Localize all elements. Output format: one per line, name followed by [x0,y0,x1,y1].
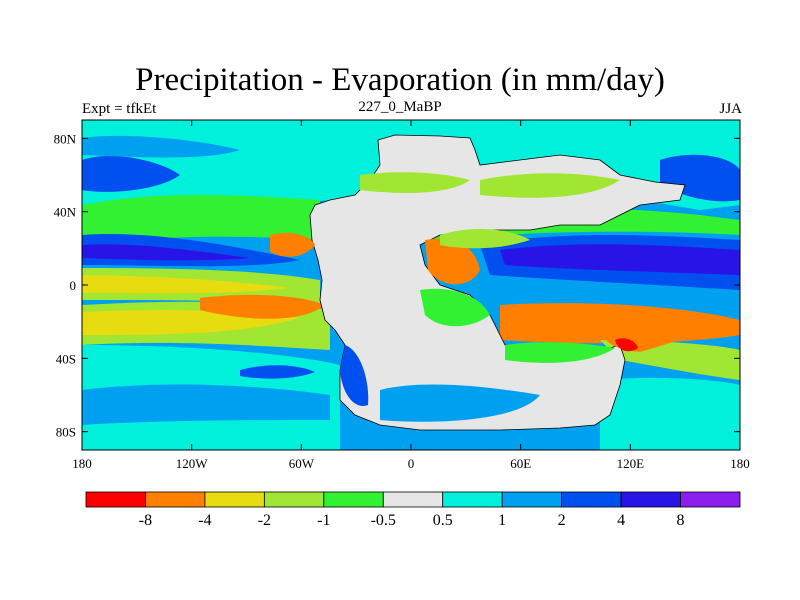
land-blue-south [340,345,369,406]
experiment-label: Expt = tfkEt [82,101,157,117]
green-band-north [82,195,320,245]
colorbar-label: 1 [498,512,506,529]
land-green-south [420,288,490,327]
period-label: 227_0_MaBP [358,99,442,115]
colorbar-swatch [620,491,681,508]
south-indian-orange [500,303,740,344]
land-green-central [440,228,530,249]
colorbar-swatch [442,491,503,508]
map-frame: 180 120W 60W 0 60E 120E 180 80N 40N 0 40S 80S [54,119,750,471]
colorbar-swatch [382,491,444,508]
tethys-indigo [540,246,590,264]
lat-tick-label: 40S [56,351,76,366]
colorbar-swatch [263,491,325,508]
south-pacific-orange [200,294,325,319]
colorbar-swatch [561,491,622,508]
colorbar-label: 8 [677,512,685,529]
lon-tick-label: 60W [289,456,315,471]
lon-tick-label: 60E [510,456,531,471]
colorbar-swatch [145,491,206,508]
lat-tick-label: 40N [54,205,77,220]
lon-tick-label: 180 [72,456,92,471]
south-blue-patch [82,384,330,425]
lat-tick-label: 0 [70,278,77,293]
colorbar-swatch [204,491,265,508]
itcz-west-indigo [82,244,250,261]
season-label: JJA [719,101,742,117]
lat-tick-label: 80S [56,425,76,440]
land-green-north [360,172,470,193]
lat-tick-label: 80N [54,131,77,146]
colorbar-label: 0.5 [433,512,453,529]
lon-tick-label: 180 [730,456,750,471]
colorbar-label: -1 [317,512,330,529]
land-red-patch [615,338,638,352]
precip-evap-field [82,120,740,450]
longitude-ticks: 180 120W 60W 0 60E 120E 180 [72,120,750,471]
land-orange-africa [425,238,480,285]
colorbar-label: 2 [558,512,566,529]
lon-tick-label: 0 [408,456,415,471]
land-green-east [480,173,620,198]
south-cyan-band-east [600,377,740,450]
map-title: Precipitation - Evaporation (in mm/day) [135,62,665,98]
colorbar: -8 -4 -2 -1 -0.5 0.5 1 2 4 8 [85,491,741,529]
colorbar-label: -4 [198,512,211,529]
land-orange-west [270,233,315,257]
equatorial-yellow-core [82,275,290,294]
colorbar-label: -2 [258,512,271,529]
colorbar-swatch [85,491,146,508]
colorbar-label: 4 [617,512,625,529]
land-green-south-east [505,342,615,363]
colorbar-swatch [680,491,741,508]
colorbar-label: -8 [139,512,152,529]
south-blue-dark [240,365,315,379]
colorbar-swatch [501,491,563,508]
lon-tick-label: 120W [176,456,209,471]
north-light-blue [82,135,240,158]
colorbar-swatch [323,491,384,508]
land-blue-south-2 [380,384,540,422]
north-blue-patch [82,155,180,192]
colorbar-label: -0.5 [371,512,396,529]
latitude-ticks: 80N 40N 0 40S 80S [54,131,740,440]
lon-tick-label: 120E [617,456,645,471]
